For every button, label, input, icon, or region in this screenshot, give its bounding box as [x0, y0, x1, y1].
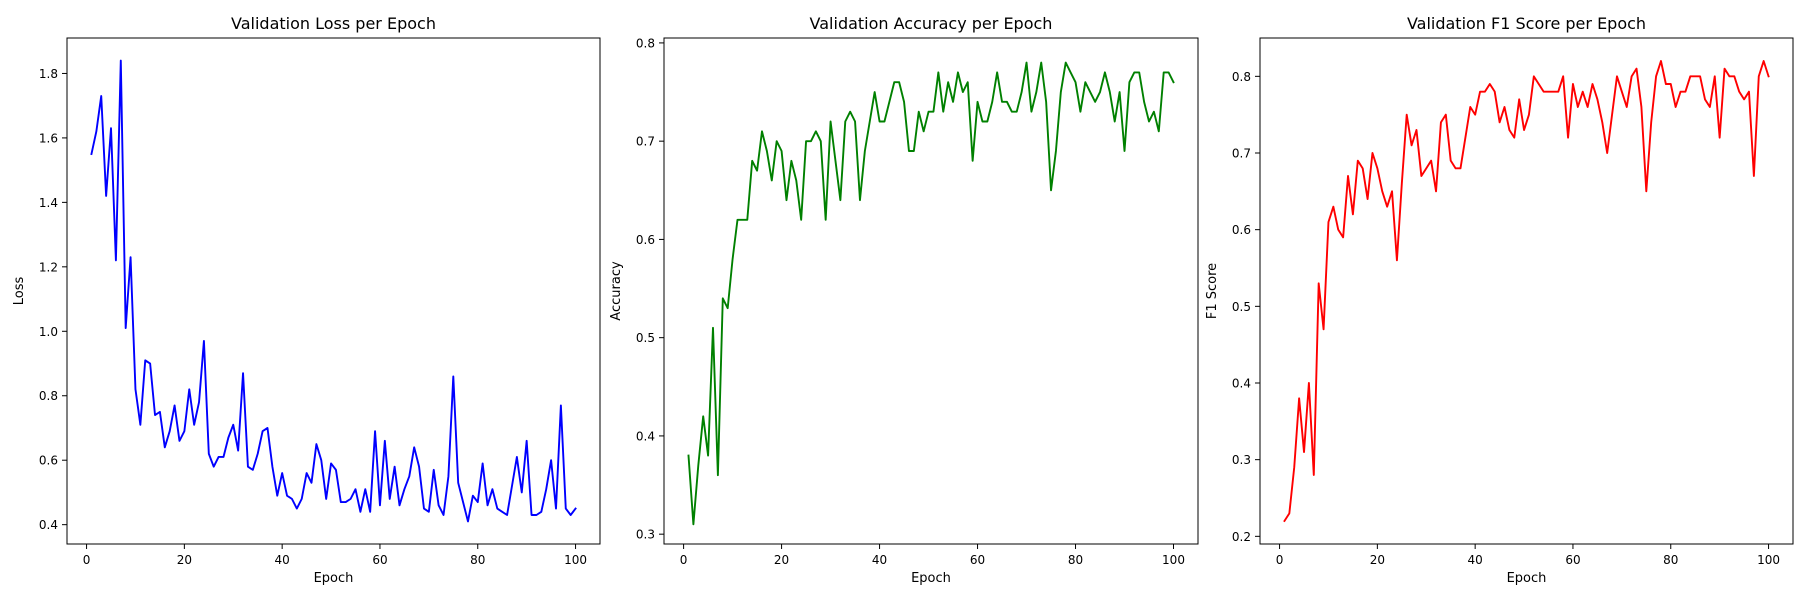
accuracy-y-tick-label: 0.6	[636, 233, 655, 247]
accuracy-y-tick-label: 0.7	[636, 135, 655, 149]
loss-x-tick-label: 100	[564, 553, 587, 567]
accuracy-axes-frame	[663, 37, 1199, 545]
accuracy-y-axis-label: Accuracy	[609, 261, 624, 321]
accuracy-y-tick-label: 0.5	[636, 331, 655, 345]
f1-x-tick-label: 60	[1565, 553, 1580, 567]
f1-x-axis-label: Epoch	[1507, 571, 1547, 586]
loss-series-line	[90, 59, 577, 523]
accuracy-y-tick-label: 0.4	[636, 429, 655, 443]
loss-axes-frame	[66, 37, 601, 545]
accuracy-chart-title: Validation Accuracy per Epoch	[810, 14, 1053, 33]
f1-y-tick-label: 0.3	[1232, 453, 1251, 467]
subplot-f1: 0 20 40 60 80 100 0.2 0.3 0.4 0.5 0.6 0.7 0.8 Validat…	[1205, 14, 1794, 586]
accuracy-x-tick-label: 20	[774, 553, 789, 567]
f1-y-tick-label: 0.6	[1232, 223, 1251, 237]
loss-y-tick-label: 1.8	[39, 67, 58, 81]
f1-y-tick-label: 0.8	[1232, 70, 1251, 84]
loss-x-axis-label: Epoch	[314, 571, 354, 586]
f1-series-line	[1283, 60, 1770, 523]
f1-y-tick-label: 0.5	[1232, 300, 1251, 314]
subplot-accuracy: 0 20 40 60 80 100 0.3 0.4 0.5 0.6 0.7 0.8 Validation…	[609, 14, 1199, 586]
f1-x-tick-label: 20	[1370, 553, 1385, 567]
accuracy-y-tick-label: 0.3	[636, 528, 655, 542]
accuracy-series-line	[687, 61, 1175, 526]
accuracy-y-tick-label: 0.8	[636, 36, 655, 50]
accuracy-x-tick-label: 80	[1068, 553, 1083, 567]
loss-x-tick-label: 80	[470, 553, 485, 567]
loss-y-tick-label: 0.6	[39, 454, 58, 468]
accuracy-x-tick-label: 0	[680, 553, 688, 567]
loss-y-tick-label: 1.4	[39, 196, 58, 210]
f1-y-axis-label: F1 Score	[1205, 263, 1220, 319]
f1-x-tick-label: 80	[1663, 553, 1678, 567]
accuracy-x-tick-label: 40	[872, 553, 887, 567]
accuracy-x-tick-label: 60	[970, 553, 985, 567]
f1-y-tick-label: 0.7	[1232, 147, 1251, 161]
loss-x-tick-label: 20	[177, 553, 192, 567]
loss-y-axis-label: Loss	[12, 277, 27, 306]
loss-x-tick-label: 40	[275, 553, 290, 567]
accuracy-x-axis-label: Epoch	[911, 571, 951, 586]
f1-chart-title: Validation F1 Score per Epoch	[1407, 14, 1646, 33]
f1-y-tick-label: 0.4	[1232, 377, 1251, 391]
f1-x-tick-label: 0	[1276, 553, 1284, 567]
loss-y-tick-label: 0.8	[39, 389, 58, 403]
loss-y-tick-label: 1.2	[39, 260, 58, 274]
loss-y-tick-label: 1.0	[39, 325, 58, 339]
loss-y-tick-label: 1.6	[39, 131, 58, 145]
f1-x-tick-label: 100	[1757, 553, 1780, 567]
subplot-loss: 0 20 40 60 80 100 0.4 0.6 0.8 1.0 1.2 1.4 1.6 1.8 Vali…	[12, 14, 601, 586]
f1-axes-frame	[1259, 37, 1794, 545]
accuracy-x-tick-label: 100	[1162, 553, 1185, 567]
loss-x-tick-label: 60	[372, 553, 387, 567]
loss-chart-title: Validation Loss per Epoch	[231, 14, 436, 33]
loss-y-tick-label: 0.4	[39, 518, 58, 532]
f1-y-tick-label: 0.2	[1232, 530, 1251, 544]
loss-x-tick-label: 0	[83, 553, 91, 567]
f1-x-tick-label: 40	[1468, 553, 1483, 567]
